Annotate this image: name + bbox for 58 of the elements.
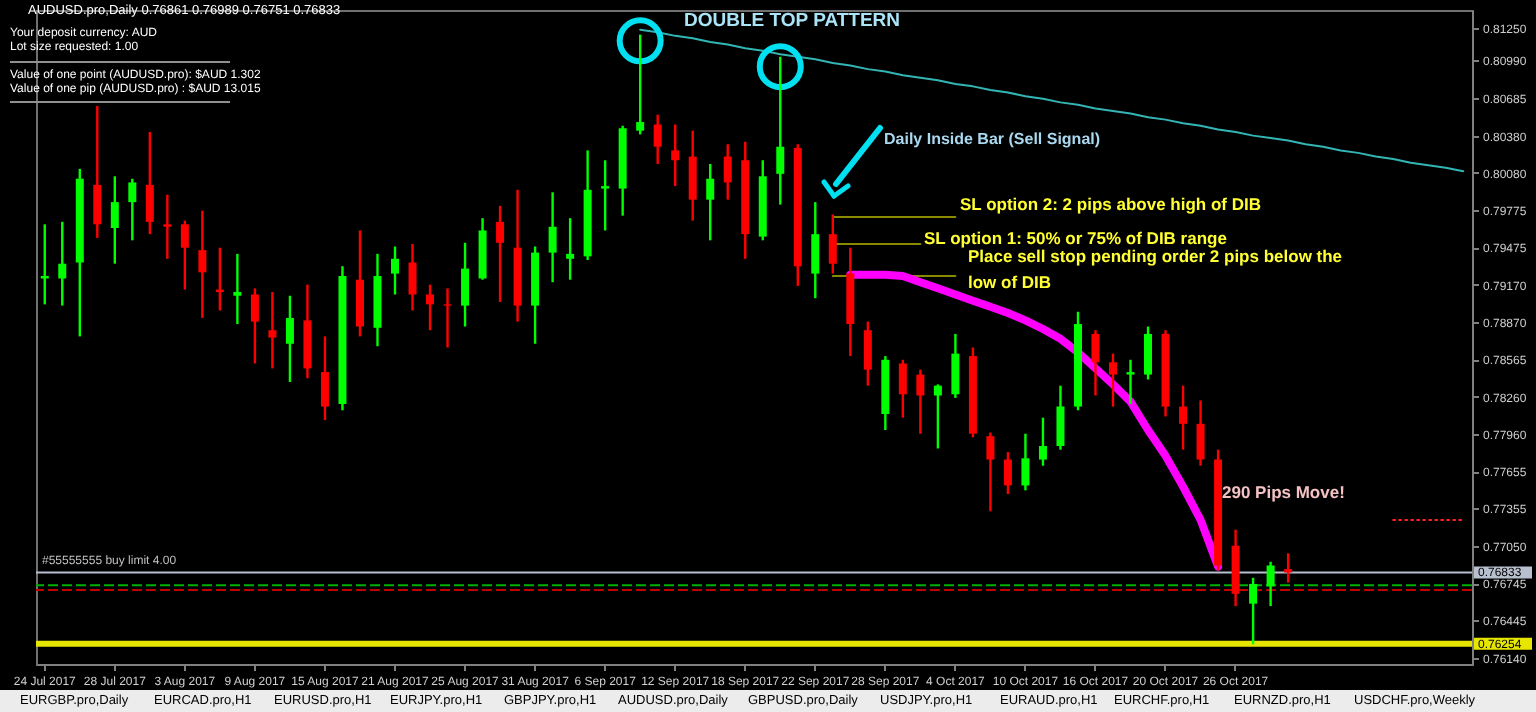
candlestick — [285, 294, 294, 384]
candlestick — [58, 220, 67, 307]
candlestick — [688, 129, 697, 222]
candlestick — [548, 191, 557, 284]
candlestick — [828, 213, 837, 275]
annotation: SL option 1: 50% or 75% of DIB range — [924, 228, 1228, 248]
candlestick — [268, 290, 277, 370]
candlestick — [706, 162, 715, 242]
candlestick — [461, 241, 470, 328]
candlestick — [986, 431, 995, 513]
candlestick — [443, 287, 452, 349]
candlestick — [1126, 358, 1135, 406]
candlestick — [1179, 384, 1188, 451]
candlestick — [496, 204, 505, 304]
candlestick — [1266, 560, 1275, 608]
line-series — [639, 28, 1465, 173]
candlestick — [1249, 576, 1258, 646]
candlestick — [250, 287, 259, 365]
annotation: Place sell stop pending order 2 pips below the low of DIB — [968, 246, 1343, 292]
candlestick — [1109, 352, 1117, 408]
candlestick — [163, 193, 172, 260]
candlestick — [1038, 416, 1047, 467]
annotation: SL option 2: 2 pips above high of DIB — [960, 194, 1261, 214]
candlestick — [951, 332, 960, 400]
candlestick — [811, 200, 820, 300]
candlestick — [776, 55, 785, 206]
candlestick — [110, 175, 119, 265]
annotation: 290 Pips Move! — [1222, 482, 1346, 502]
candlestick — [898, 358, 907, 419]
candlestick — [391, 245, 399, 296]
candlestick — [355, 229, 364, 338]
candlestick — [180, 219, 189, 291]
candlestick — [1003, 450, 1012, 496]
candlestick — [1144, 325, 1153, 381]
candlestick — [671, 123, 680, 188]
line-series — [846, 270, 1223, 571]
candlestick — [863, 320, 872, 387]
candlestick — [566, 216, 575, 281]
candlestick — [198, 209, 207, 320]
candlestick — [653, 113, 662, 166]
candlestick — [1021, 432, 1030, 492]
candlestick — [1196, 399, 1205, 467]
candlestick — [426, 283, 435, 332]
candlestick — [601, 159, 610, 232]
candlestick — [93, 104, 102, 240]
candlestick — [1056, 384, 1065, 451]
annotation: Daily Inside Bar (Sell Signal) — [884, 130, 1101, 148]
candlestick — [408, 242, 417, 312]
annotation: DOUBLE TOP PATTERN — [684, 10, 901, 32]
candlestick — [233, 252, 242, 326]
candlestick — [1091, 329, 1100, 397]
candlestick — [723, 143, 732, 201]
candlestick — [916, 368, 925, 435]
candlestick — [320, 335, 329, 422]
candlestick — [933, 383, 942, 450]
candlestick — [636, 33, 645, 136]
candlestick — [128, 177, 137, 242]
candlestick — [145, 130, 154, 236]
